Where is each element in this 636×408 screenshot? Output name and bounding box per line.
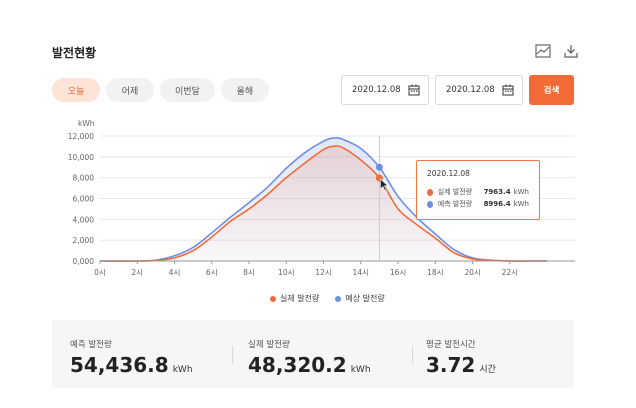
- end-date-field[interactable]: 2020.12.08: [435, 75, 523, 105]
- chart-view-icon[interactable]: [534, 42, 552, 60]
- stat-label: 평균 발전시간: [426, 340, 476, 350]
- y-tick-label: 2,000: [73, 236, 95, 245]
- x-tick-label: 4시: [169, 268, 181, 277]
- x-tick-label: 16시: [390, 268, 406, 277]
- generation-chart: 0,000 2,000 4,000 6,000 8,000 10,000 12,000 0시…: [68, 119, 575, 277]
- tab-yesterday[interactable]: 어제: [106, 78, 154, 102]
- end-date-value: 2020.12.08: [446, 85, 495, 95]
- summary-stats: 예측 발전량 54,436.8 kWh 실제 발전량 48,320.2 kWh 평균…: [52, 320, 574, 388]
- chart-tooltip: 2020.12.08 실제 발전량 7963.4 kWh 예측 발전량 8996…: [416, 160, 540, 220]
- y-tick-label: 8,000: [73, 174, 95, 183]
- x-tick-label: 18시: [427, 268, 443, 277]
- stat-label: 실제 발전량: [248, 340, 290, 350]
- divider: [232, 346, 233, 364]
- actual-dot: [427, 188, 433, 196]
- tooltip-value: 7963.4: [483, 188, 511, 196]
- stat-label: 예측 발전량: [70, 340, 112, 350]
- calendar-icon[interactable]: [502, 84, 514, 99]
- tooltip-unit: kWh: [513, 200, 529, 208]
- x-tick-label: 10시: [278, 268, 294, 277]
- x-tick-label: 20시: [464, 268, 480, 277]
- tooltip-label: 실제 발전량: [437, 188, 473, 196]
- y-tick-label: 10,000: [68, 153, 94, 162]
- y-tick-label: 0,000: [73, 257, 95, 266]
- x-tick-label: 2시: [131, 268, 143, 277]
- search-button[interactable]: 검색: [529, 75, 574, 105]
- x-tick-label: 0시: [94, 268, 106, 277]
- tab-this-month[interactable]: 이번달: [160, 78, 215, 102]
- stat-value: 54,436.8 kWh: [70, 353, 193, 377]
- tooltip-value: 8996.4: [483, 200, 511, 208]
- legend-actual[interactable]: 실제 발전량: [270, 293, 319, 304]
- x-tick-label: 8시: [243, 268, 255, 277]
- stat-value: 3.72 시간: [426, 353, 496, 377]
- y-axis-unit: kWh: [78, 119, 95, 128]
- y-tick-label: 4,000: [73, 215, 95, 224]
- divider: [412, 346, 413, 364]
- actual-area: [100, 145, 548, 262]
- legend-forecast-dot: [335, 295, 342, 302]
- tooltip-label: 예측 발전량: [437, 200, 473, 208]
- tab-today[interactable]: 오늘: [52, 78, 100, 102]
- page-title: 발전현황: [52, 46, 97, 60]
- toolbar: [534, 42, 580, 60]
- forecast-dot: [427, 200, 433, 208]
- x-tick-label: 6시: [206, 268, 218, 277]
- start-date-field[interactable]: 2020.12.08: [341, 75, 429, 105]
- period-tabs: 오늘 어제 이번달 올해: [52, 78, 269, 102]
- x-tick-label: 12시: [315, 268, 331, 277]
- x-tick-label: 22시: [502, 268, 518, 277]
- forecast-line: [99, 137, 548, 262]
- chart-legend: 실제 발전량 예상 발전량: [270, 293, 385, 304]
- legend-forecast[interactable]: 예상 발전량: [335, 293, 385, 304]
- start-date-value: 2020.12.08: [352, 85, 401, 95]
- calendar-icon[interactable]: [408, 84, 420, 99]
- y-tick-label: 6,000: [73, 195, 95, 204]
- tooltip-date: 2020.12.08: [427, 169, 470, 178]
- tooltip-row-actual: 실제 발전량 7963.4 kWh: [427, 186, 529, 198]
- download-icon[interactable]: [562, 42, 580, 60]
- tab-this-year[interactable]: 올해: [220, 78, 269, 102]
- actual-line: [99, 145, 548, 262]
- legend-actual-label: 실제 발전량: [280, 294, 320, 303]
- legend-forecast-label: 예상 발전량: [345, 294, 385, 303]
- tooltip-row-forecast: 예측 발전량 8996.4 kWh: [427, 198, 529, 210]
- tooltip-unit: kWh: [513, 188, 529, 196]
- mouse-cursor-icon: [380, 178, 389, 191]
- forecast-point[interactable]: [375, 163, 383, 171]
- legend-actual-dot: [270, 295, 276, 302]
- y-tick-label: 12,000: [68, 132, 94, 141]
- x-tick-label: 14시: [353, 268, 369, 277]
- stat-value: 48,320.2 kWh: [248, 353, 371, 377]
